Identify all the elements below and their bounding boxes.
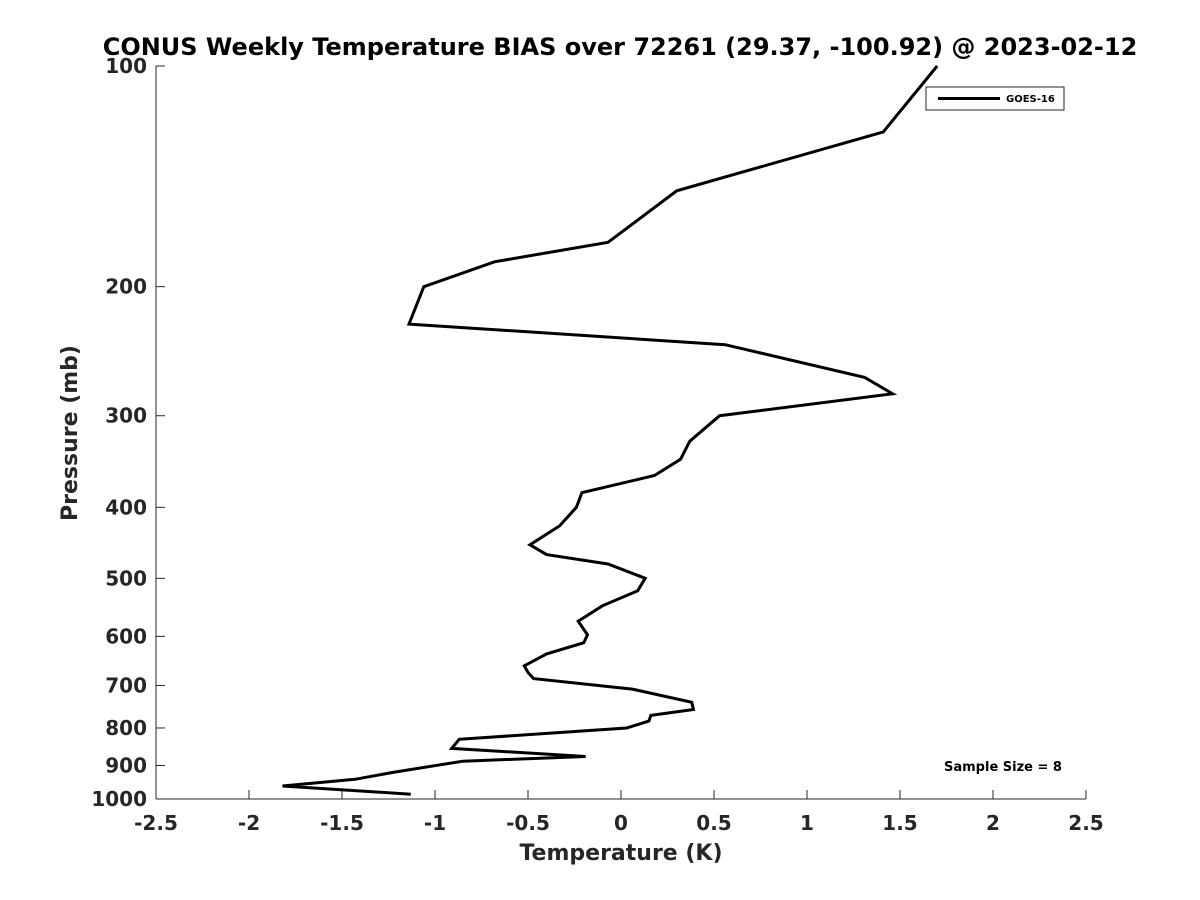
sample-size-annotation: Sample Size = 8	[944, 760, 1062, 775]
y-tick-label: 600	[105, 624, 147, 648]
y-ticks: 100 200 300 400 500 600 700 800 900 1000	[91, 54, 165, 811]
x-tick-label: -2	[238, 811, 260, 835]
x-tick-label: -2.5	[134, 811, 178, 835]
y-tick-label: 400	[105, 495, 147, 519]
legend: GOES-16	[925, 86, 1065, 111]
y-tick-label: 1000	[91, 787, 147, 811]
legend-label-goes-16: GOES-16	[1006, 94, 1055, 105]
x-axis-label: Temperature (K)	[519, 841, 722, 866]
y-tick-label: 700	[105, 673, 147, 697]
x-tick-label: 2.5	[1068, 811, 1103, 835]
x-tick-label: -1	[424, 811, 446, 835]
y-tick-label: 300	[105, 404, 147, 428]
y-tick-label: 200	[105, 275, 147, 299]
x-tick-label: 1.5	[882, 811, 917, 835]
x-tick-label: 0	[614, 811, 628, 835]
x-tick-label: 1	[800, 811, 814, 835]
series-line-goes-16	[282, 65, 939, 796]
x-tick-label: -0.5	[506, 811, 550, 835]
y-tick-label: 500	[105, 566, 147, 590]
series-group	[282, 65, 939, 796]
chart-title: CONUS Weekly Temperature BIAS over 72261…	[103, 33, 1138, 61]
x-ticks: -2.5 -2 -1.5 -1 -0.5 0 0.5 1 1.5 2 2.5	[134, 790, 1104, 835]
x-tick-label: -1.5	[320, 811, 364, 835]
y-axis-label: Pressure (mb)	[58, 345, 83, 521]
x-tick-label: 2	[986, 811, 1000, 835]
y-tick-label: 800	[105, 716, 147, 740]
x-tick-label: 0.5	[696, 811, 731, 835]
y-tick-label: 100	[105, 54, 147, 78]
y-tick-label: 900	[105, 753, 147, 777]
